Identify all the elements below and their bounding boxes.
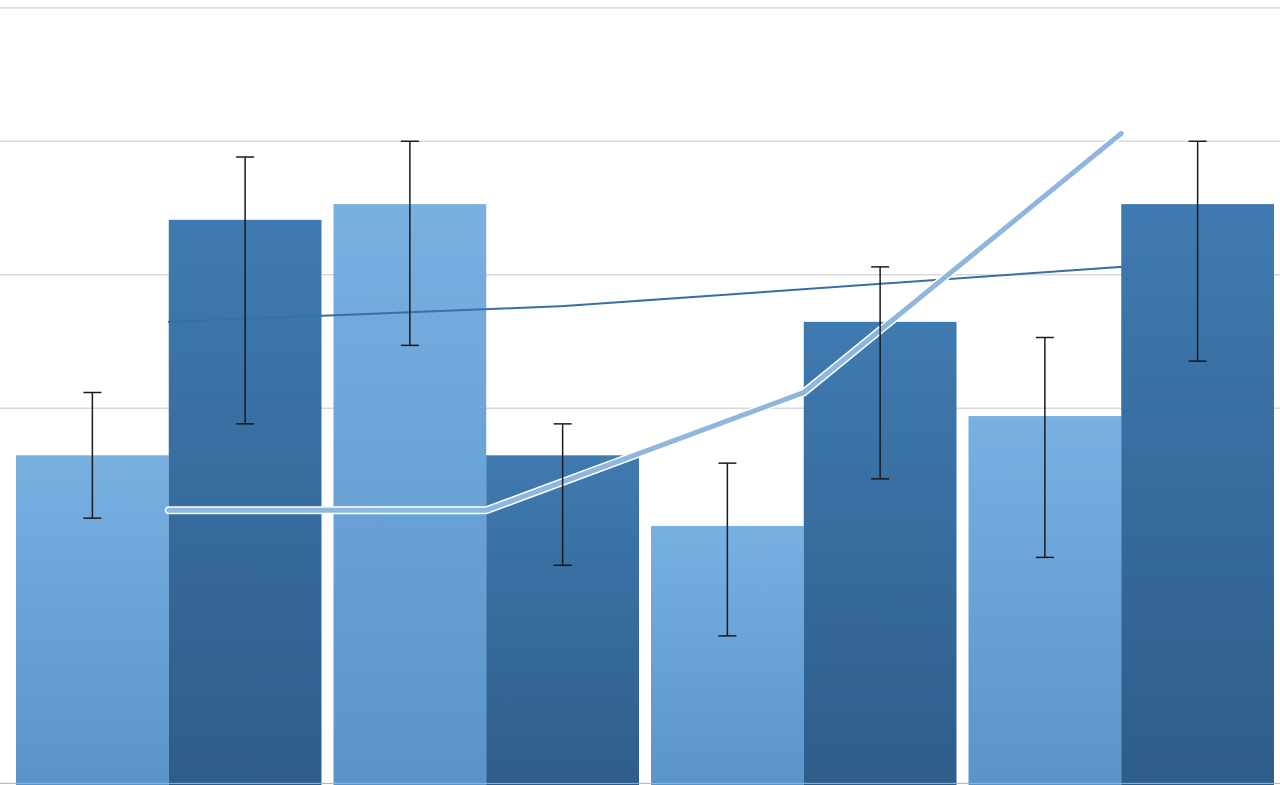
combo-bar-line-chart (0, 0, 1280, 785)
chart-svg (0, 0, 1280, 785)
